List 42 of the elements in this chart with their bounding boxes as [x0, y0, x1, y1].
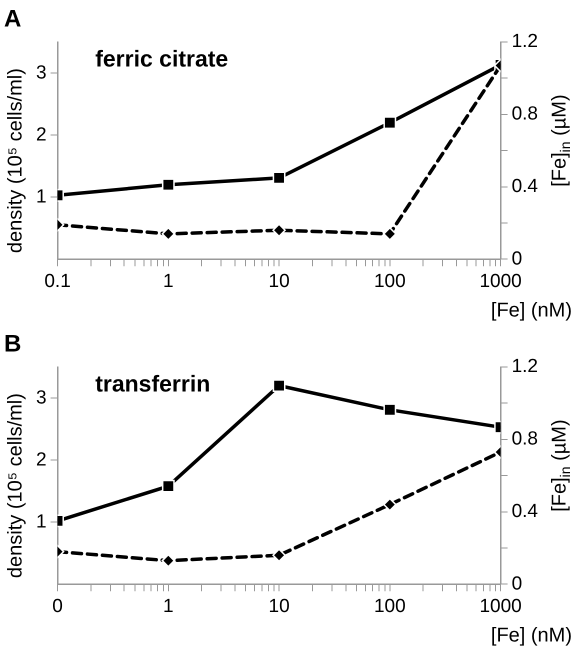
point: [383, 403, 396, 416]
x-tick-label: 1: [163, 596, 174, 617]
point: [383, 116, 396, 130]
x-tick-label: 1000: [479, 596, 522, 617]
point: [162, 227, 176, 241]
y2-tick-label: 0.8: [512, 428, 538, 450]
x-axis-title: [Fe] (nM): [490, 300, 572, 322]
y-tick-label: 3: [36, 62, 47, 84]
y-tick-label: 2: [36, 449, 47, 470]
y2-tick-label: 0: [512, 248, 522, 270]
y2-tick-label: 1.2: [512, 356, 538, 378]
y-tick-label: 1: [36, 511, 47, 532]
chart-title: transferrin: [95, 370, 210, 396]
point: [272, 548, 286, 562]
y2-axis-title: [Fe]in (µM): [548, 419, 573, 512]
y2-tick-label: 0.4: [512, 501, 538, 522]
x-tick-label: 100: [374, 596, 406, 617]
y2-tick-label: 0: [512, 573, 522, 594]
y-axis-title: density (10⁵ cells/ml): [4, 393, 27, 578]
point: [162, 554, 176, 568]
y2-axis-title: [Fe]in (µM): [548, 94, 573, 187]
x-tick-label: 0: [52, 596, 63, 617]
y2-tick-label: 1.2: [512, 31, 538, 52]
y2-tick-label: 0.4: [512, 176, 538, 198]
x-axis-title: [Fe] (nM): [490, 624, 572, 647]
text: A: [4, 6, 22, 33]
x-tick-label: 10: [268, 596, 290, 617]
x-tick-label: 100: [374, 270, 406, 292]
point: [272, 223, 286, 237]
x-tick-label: 1000: [479, 270, 522, 292]
point: [272, 379, 286, 392]
x-tick-label: 1: [163, 270, 174, 292]
x-tick-label: 0.1: [44, 270, 71, 292]
x-tick-label: 10: [268, 270, 290, 292]
point: [272, 172, 286, 184]
y-tick-label: 1: [36, 186, 47, 208]
y-axis-title: density (10⁵ cells/ml): [4, 68, 27, 254]
chart-title: ferric citrate: [95, 45, 228, 72]
y-tick-label: 2: [36, 124, 47, 146]
y-tick-label: 3: [36, 387, 47, 408]
text: B: [4, 330, 22, 358]
y2-tick-label: 0.8: [512, 104, 538, 125]
